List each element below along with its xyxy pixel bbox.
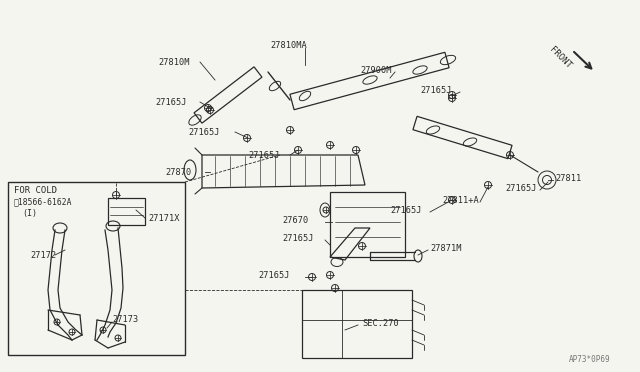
Text: AP73*0P69: AP73*0P69 bbox=[568, 356, 610, 365]
Text: 27165J: 27165J bbox=[390, 205, 422, 215]
Text: 27172: 27172 bbox=[30, 250, 56, 260]
Text: 27165J: 27165J bbox=[282, 234, 314, 243]
Text: 27165J: 27165J bbox=[505, 183, 536, 192]
Text: 27900M: 27900M bbox=[360, 65, 392, 74]
Text: SEC.270: SEC.270 bbox=[362, 318, 399, 327]
Text: 27811+A: 27811+A bbox=[442, 196, 479, 205]
Text: 27811: 27811 bbox=[555, 173, 581, 183]
Text: Ⓜ18566-6162A: Ⓜ18566-6162A bbox=[14, 198, 72, 206]
Text: 27165J: 27165J bbox=[420, 86, 451, 94]
Text: 27871M: 27871M bbox=[430, 244, 461, 253]
Text: 27171X: 27171X bbox=[148, 214, 179, 222]
Text: 27165J: 27165J bbox=[258, 270, 289, 279]
Text: FRONT: FRONT bbox=[547, 45, 573, 71]
Text: 27165J: 27165J bbox=[188, 128, 220, 137]
Text: (I): (I) bbox=[22, 208, 37, 218]
Text: 27870: 27870 bbox=[165, 167, 191, 176]
Text: 27810MA: 27810MA bbox=[270, 41, 307, 49]
Text: 27173: 27173 bbox=[112, 315, 138, 324]
Text: 27810M: 27810M bbox=[158, 58, 189, 67]
Text: 27165J: 27165J bbox=[155, 97, 186, 106]
Text: 27165J: 27165J bbox=[248, 151, 280, 160]
Text: FOR COLD: FOR COLD bbox=[14, 186, 57, 195]
Text: 27670: 27670 bbox=[282, 215, 308, 224]
